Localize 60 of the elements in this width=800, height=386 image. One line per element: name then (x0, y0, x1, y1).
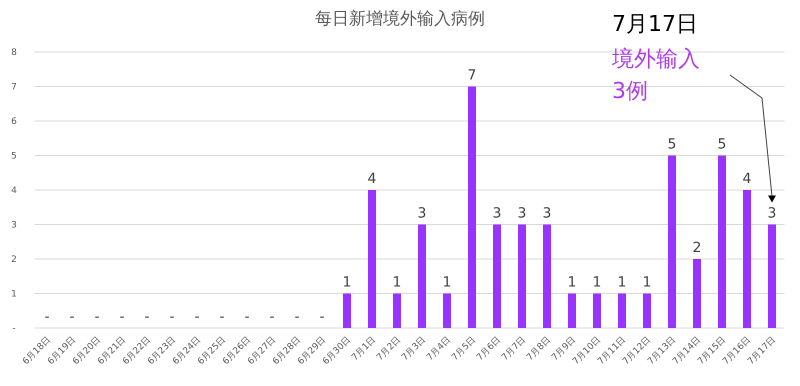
data-label: 1 (568, 274, 576, 290)
data-label: 2 (692, 240, 702, 256)
annotation: 境外输入 3例 (611, 47, 700, 104)
bar (743, 190, 751, 328)
data-label: - (169, 309, 175, 325)
data-label: 1 (342, 274, 352, 290)
y-tick-label: 4 (11, 186, 18, 196)
bar (568, 294, 576, 328)
bar (368, 190, 376, 328)
data-label: - (219, 309, 225, 325)
bar (593, 294, 601, 328)
data-label: 4 (368, 171, 377, 187)
data-label: 4 (742, 171, 752, 187)
y-tick-label: - (12, 324, 16, 334)
data-label: - (94, 309, 100, 325)
data-label: 1 (442, 274, 452, 290)
y-tick-label: 1 (11, 290, 17, 300)
chart-title: 每日新增境外输入病例 (315, 9, 485, 29)
data-label: 3 (418, 206, 426, 222)
data-label: - (319, 309, 325, 325)
data-label: 5 (668, 136, 676, 152)
bar (643, 294, 651, 328)
bar (768, 224, 776, 328)
bar (343, 294, 351, 328)
data-label: - (244, 309, 250, 325)
data-label: - (119, 309, 125, 325)
bar (543, 224, 551, 328)
data-label: 7 (468, 68, 476, 84)
data-label: - (194, 309, 200, 325)
data-label: 3 (542, 206, 552, 222)
data-label: 1 (592, 274, 602, 290)
bar (468, 86, 476, 328)
data-label: 1 (642, 274, 652, 290)
y-tick-label: 7 (11, 82, 17, 92)
data-label: - (294, 309, 300, 325)
y-tick-label: 3 (11, 220, 17, 230)
data-label: - (144, 309, 150, 325)
bar (618, 294, 626, 328)
bar (718, 156, 726, 328)
text: 7月17日 (612, 12, 698, 37)
data-label: - (69, 309, 75, 325)
bar (443, 294, 451, 328)
data-label: - (269, 309, 275, 325)
y-tick-label: 2 (11, 255, 17, 265)
data-label: 3 (492, 206, 502, 222)
data-label: 1 (392, 274, 402, 290)
bar (493, 224, 501, 328)
y-tick-label: 8 (11, 48, 18, 58)
y-tick-label: 5 (11, 152, 17, 162)
data-label: 5 (718, 136, 726, 152)
data-label: 1 (618, 274, 626, 290)
bar (393, 294, 401, 328)
data-label: - (44, 309, 50, 325)
bar (418, 224, 426, 328)
data-label: 3 (518, 206, 526, 222)
bar (668, 156, 676, 328)
data-label: 3 (768, 206, 776, 222)
bar (693, 259, 701, 328)
y-tick-label: 6 (11, 117, 18, 127)
bar (518, 224, 526, 328)
